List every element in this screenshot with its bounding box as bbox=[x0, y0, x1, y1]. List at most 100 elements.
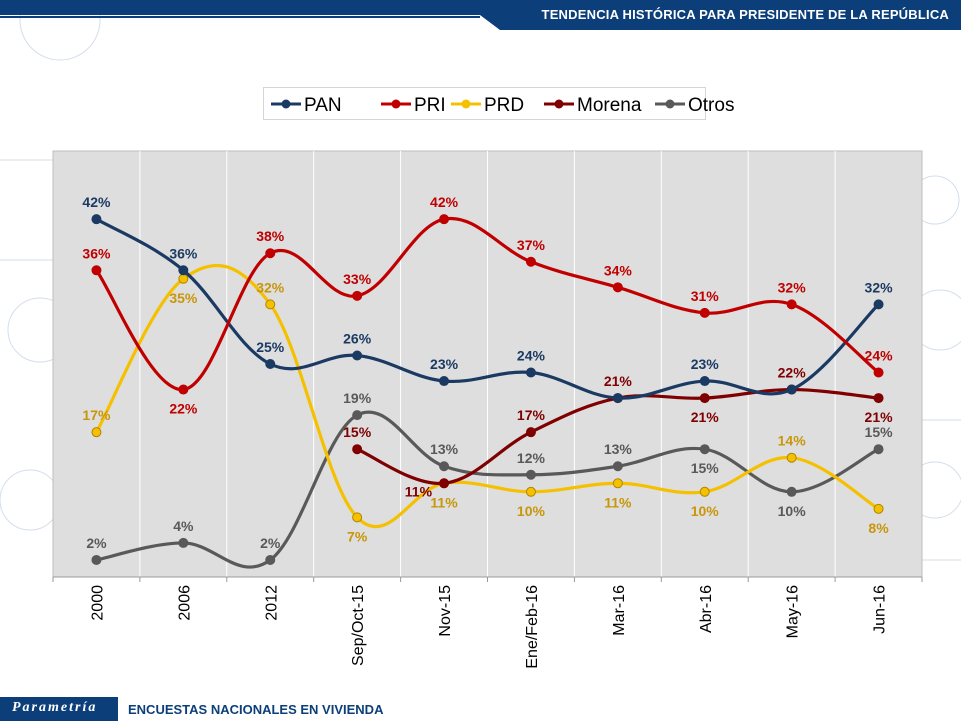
data-point-prd bbox=[352, 512, 363, 523]
data-label-pan: 23% bbox=[691, 356, 720, 372]
data-label-otros: 2% bbox=[86, 535, 107, 551]
data-label-morena: 15% bbox=[343, 424, 372, 440]
x-tick-label: 2006 bbox=[176, 585, 193, 621]
data-label-pri: 36% bbox=[82, 245, 111, 261]
data-label-otros: 13% bbox=[604, 441, 633, 457]
data-label-pri: 34% bbox=[604, 262, 633, 278]
data-point-pri bbox=[439, 214, 450, 225]
x-tick-label: Abr-16 bbox=[698, 585, 715, 633]
data-label-otros: 15% bbox=[865, 424, 894, 440]
data-label-prd: 10% bbox=[691, 503, 720, 519]
data-point-pan bbox=[786, 384, 797, 395]
data-point-pri bbox=[178, 384, 189, 395]
data-point-pan bbox=[352, 350, 363, 361]
data-point-prd bbox=[699, 486, 710, 497]
data-point-otros bbox=[91, 554, 102, 565]
data-label-pri: 37% bbox=[517, 237, 546, 253]
data-point-morena bbox=[873, 393, 884, 404]
data-point-pri bbox=[699, 307, 710, 318]
data-label-pri: 33% bbox=[343, 271, 372, 287]
data-label-otros: 4% bbox=[173, 518, 194, 534]
legend-marker-otros bbox=[665, 99, 675, 109]
data-label-morena: 21% bbox=[604, 373, 633, 389]
data-label-morena: 21% bbox=[865, 409, 894, 425]
data-point-pri bbox=[612, 282, 623, 293]
footer-brand-text: Parametría bbox=[12, 700, 98, 715]
legend-marker-pan bbox=[281, 99, 291, 109]
data-point-morena bbox=[352, 444, 363, 455]
data-point-pan bbox=[439, 376, 450, 387]
data-label-pri: 24% bbox=[865, 348, 894, 364]
data-label-pan: 36% bbox=[169, 245, 198, 261]
data-point-pri bbox=[265, 248, 276, 259]
data-label-pan: 24% bbox=[517, 348, 546, 364]
data-point-pri bbox=[525, 256, 536, 267]
legend-label-prd: PRD bbox=[484, 95, 524, 116]
series-line-pan bbox=[94, 217, 881, 400]
data-label-pri: 22% bbox=[169, 401, 198, 417]
data-point-otros bbox=[439, 461, 450, 472]
page-title: TENDENCIA HISTÓRICA PARA PRESIDENTE DE L… bbox=[541, 7, 949, 22]
data-point-pan bbox=[178, 265, 189, 276]
x-tick-label: Mar-16 bbox=[611, 585, 628, 636]
data-point-prd bbox=[525, 486, 536, 497]
data-label-pri: 42% bbox=[430, 194, 459, 210]
data-label-pri: 32% bbox=[778, 279, 807, 295]
data-point-prd bbox=[265, 299, 276, 310]
data-label-pri: 31% bbox=[691, 288, 720, 304]
data-point-pan bbox=[612, 393, 623, 404]
legend-label-pri: PRI bbox=[414, 95, 446, 116]
data-point-pan bbox=[525, 367, 536, 378]
data-label-otros: 13% bbox=[430, 441, 459, 457]
data-point-morena bbox=[699, 393, 710, 404]
x-tick-label: Jun-16 bbox=[872, 585, 889, 634]
data-label-pan: 23% bbox=[430, 356, 459, 372]
x-tick-label: 2012 bbox=[263, 585, 280, 621]
data-point-pan bbox=[265, 359, 276, 369]
data-label-pri: 38% bbox=[256, 228, 285, 244]
data-point-otros bbox=[873, 444, 884, 455]
data-point-otros bbox=[525, 469, 536, 480]
header-bar bbox=[0, 0, 961, 30]
data-label-prd: 32% bbox=[256, 279, 285, 295]
data-label-prd: 11% bbox=[430, 494, 458, 510]
legend-box bbox=[263, 87, 706, 120]
data-label-prd: 11% bbox=[604, 494, 632, 510]
data-point-prd bbox=[91, 427, 102, 438]
data-label-otros: 2% bbox=[260, 535, 281, 551]
legend-label-otros: Otros bbox=[688, 95, 734, 116]
data-point-otros bbox=[265, 554, 276, 565]
data-label-morena: 21% bbox=[691, 409, 720, 425]
data-label-prd: 7% bbox=[347, 528, 368, 544]
data-point-morena bbox=[439, 478, 450, 489]
data-point-otros bbox=[178, 537, 189, 548]
legend-marker-prd bbox=[461, 99, 471, 109]
data-label-prd: 14% bbox=[778, 433, 807, 449]
legend-marker-morena bbox=[554, 99, 564, 109]
data-point-prd bbox=[873, 503, 884, 514]
data-point-pan bbox=[873, 299, 884, 310]
x-tick-label: May-16 bbox=[785, 585, 802, 638]
legend-label-morena: Morena bbox=[577, 95, 642, 116]
data-point-prd bbox=[786, 452, 797, 463]
x-tick-label: 2000 bbox=[89, 585, 106, 621]
data-label-pan: 32% bbox=[865, 279, 894, 295]
footer-caption: ENCUESTAS NACIONALES EN VIVIENDA bbox=[128, 702, 384, 717]
data-point-prd bbox=[178, 273, 189, 284]
data-label-otros: 12% bbox=[517, 450, 546, 466]
data-label-prd: 35% bbox=[169, 290, 198, 306]
data-point-otros bbox=[612, 461, 623, 472]
legend-marker-pri bbox=[391, 99, 401, 109]
data-label-pan: 26% bbox=[343, 330, 372, 346]
data-point-morena bbox=[525, 427, 536, 438]
data-label-morena: 17% bbox=[517, 407, 546, 423]
data-point-pri bbox=[352, 290, 363, 301]
data-label-morena: 11% bbox=[405, 483, 433, 499]
data-point-pri bbox=[873, 367, 884, 378]
data-point-pri bbox=[786, 299, 797, 310]
data-point-pri bbox=[91, 265, 102, 276]
data-point-pan bbox=[699, 376, 710, 387]
legend-label-pan: PAN bbox=[304, 95, 342, 116]
x-tick-label: Sep/Oct-15 bbox=[350, 585, 367, 666]
